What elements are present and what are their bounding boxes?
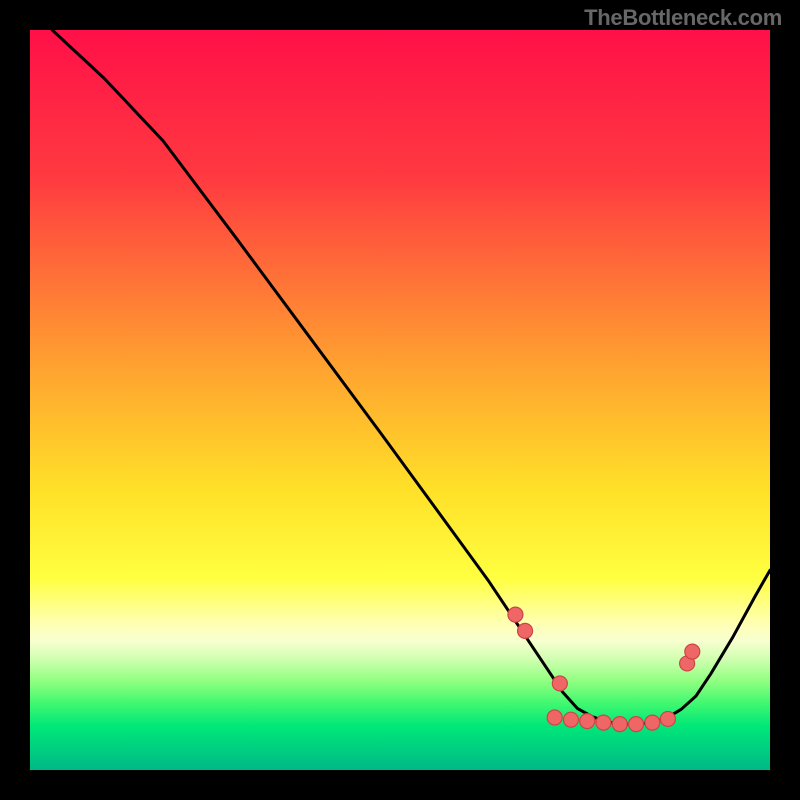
data-points — [508, 607, 700, 732]
data-point — [563, 712, 578, 727]
curve-overlay — [30, 30, 770, 770]
plot-area — [30, 30, 770, 770]
data-point — [580, 714, 595, 729]
data-point — [596, 715, 611, 730]
data-point — [685, 644, 700, 659]
data-point — [612, 717, 627, 732]
bottleneck-curve — [52, 30, 770, 724]
watermark-text: TheBottleneck.com — [584, 5, 782, 31]
data-point — [547, 710, 562, 725]
data-point — [660, 711, 675, 726]
data-point — [518, 623, 533, 638]
data-point — [629, 717, 644, 732]
data-point — [508, 607, 523, 622]
data-point — [552, 676, 567, 691]
data-point — [645, 715, 660, 730]
